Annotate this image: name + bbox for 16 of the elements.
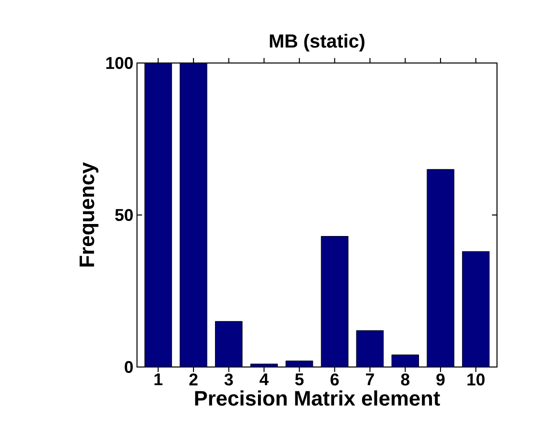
y-tick-label: 50: [115, 208, 133, 221]
x-tick-label: 5: [295, 374, 304, 386]
y-tick-label: 100: [106, 56, 133, 69]
x-tick-label: 3: [224, 374, 233, 386]
x-tick-label: 7: [366, 374, 374, 386]
x-tick-label: 10: [467, 374, 485, 386]
chart-title: MB (static): [270, 34, 364, 52]
y-axis-title: Frequency: [80, 162, 98, 266]
x-tick-label: 9: [436, 374, 445, 386]
y-tick-label: 0: [124, 360, 133, 373]
x-tick-label: 6: [330, 374, 339, 386]
x-tick-label: 1: [154, 374, 162, 386]
x-tick-label: 2: [189, 374, 198, 386]
x-tick-label: 8: [401, 374, 410, 386]
x-axis-title: Precision Matrix element: [195, 390, 440, 406]
x-tick-label: 4: [260, 374, 269, 386]
